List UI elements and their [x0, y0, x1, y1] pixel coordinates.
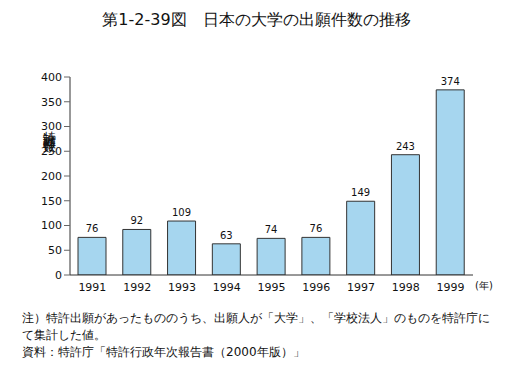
svg-text:76: 76 — [86, 223, 99, 234]
svg-text:74: 74 — [265, 224, 278, 235]
svg-text:1994: 1994 — [213, 281, 241, 294]
svg-text:0: 0 — [55, 269, 62, 282]
svg-text:1995: 1995 — [258, 281, 286, 294]
svg-text:374: 374 — [441, 76, 460, 87]
svg-text:200: 200 — [41, 170, 62, 183]
svg-text:92: 92 — [130, 215, 143, 226]
svg-text:109: 109 — [172, 207, 191, 218]
svg-text:1997: 1997 — [347, 281, 375, 294]
svg-text:1998: 1998 — [392, 281, 420, 294]
svg-text:1999: 1999 — [437, 281, 465, 294]
svg-text:150: 150 — [41, 195, 62, 208]
svg-text:350: 350 — [41, 96, 62, 109]
svg-text:1993: 1993 — [168, 281, 196, 294]
svg-text:149: 149 — [351, 187, 370, 198]
svg-text:63: 63 — [220, 230, 233, 241]
svg-text:1991: 1991 — [78, 281, 106, 294]
svg-text:50: 50 — [48, 244, 62, 257]
svg-text:100: 100 — [41, 219, 62, 232]
svg-text:76: 76 — [310, 223, 323, 234]
svg-text:1992: 1992 — [123, 281, 151, 294]
svg-text:400: 400 — [41, 71, 62, 84]
svg-text:250: 250 — [41, 145, 62, 158]
svg-text:1996: 1996 — [302, 281, 330, 294]
svg-text:243: 243 — [396, 141, 415, 152]
svg-text:300: 300 — [41, 120, 62, 133]
